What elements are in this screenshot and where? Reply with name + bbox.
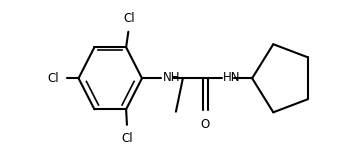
Text: Cl: Cl bbox=[122, 132, 133, 145]
Text: Cl: Cl bbox=[47, 72, 59, 85]
Text: Cl: Cl bbox=[123, 12, 135, 25]
Text: O: O bbox=[201, 118, 210, 131]
Text: NH: NH bbox=[163, 71, 181, 84]
Text: HN: HN bbox=[223, 71, 241, 84]
